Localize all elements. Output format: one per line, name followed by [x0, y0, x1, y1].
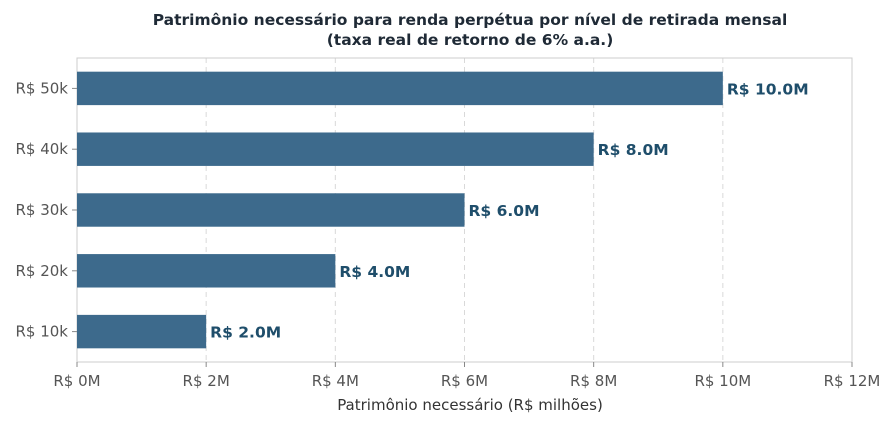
bar — [77, 132, 594, 166]
x-axis-ticks: R$ 0M R$ 2M R$ 4M R$ 6M R$ 8M R$ 10M R$ 12M — [53, 362, 880, 390]
x-tick-label: R$ 4M — [312, 372, 359, 390]
bar — [77, 314, 207, 349]
x-tick-label: R$ 12M — [824, 372, 881, 390]
bar — [77, 254, 336, 288]
y-tick-label: R$ 40k — [15, 140, 68, 158]
bar-value-label: R$ 8.0M — [598, 141, 669, 159]
x-tick-label: R$ 6M — [441, 372, 488, 390]
bar-value-label: R$ 4.0M — [339, 263, 410, 281]
bar-value-label: R$ 2.0M — [210, 324, 281, 342]
bar — [77, 193, 465, 227]
chart-title: Patrimônio necessário para renda perpétu… — [153, 11, 788, 29]
x-axis-label: Patrimônio necessário (R$ milhões) — [337, 396, 603, 414]
bar — [77, 71, 723, 106]
y-tick-label: R$ 10k — [15, 323, 68, 341]
bars: R$ 2.0M R$ 4.0M R$ 6.0M R$ 8.0M R$ 10.0M — [77, 71, 809, 349]
y-tick-label: R$ 50k — [15, 79, 68, 97]
x-tick-label: R$ 8M — [570, 372, 617, 390]
x-tick-label: R$ 0M — [53, 372, 100, 390]
bar-value-label: R$ 10.0M — [727, 80, 809, 98]
y-tick-label: R$ 20k — [15, 262, 68, 280]
y-tick-label: R$ 30k — [15, 201, 68, 219]
x-tick-label: R$ 2M — [183, 372, 230, 390]
x-tick-label: R$ 10M — [694, 372, 751, 390]
chart-subtitle: (taxa real de retorno de 6% a.a.) — [327, 31, 614, 49]
y-axis-ticks: R$ 10k R$ 20k R$ 30k R$ 40k R$ 50k — [15, 79, 77, 341]
bar-value-label: R$ 6.0M — [469, 202, 540, 220]
